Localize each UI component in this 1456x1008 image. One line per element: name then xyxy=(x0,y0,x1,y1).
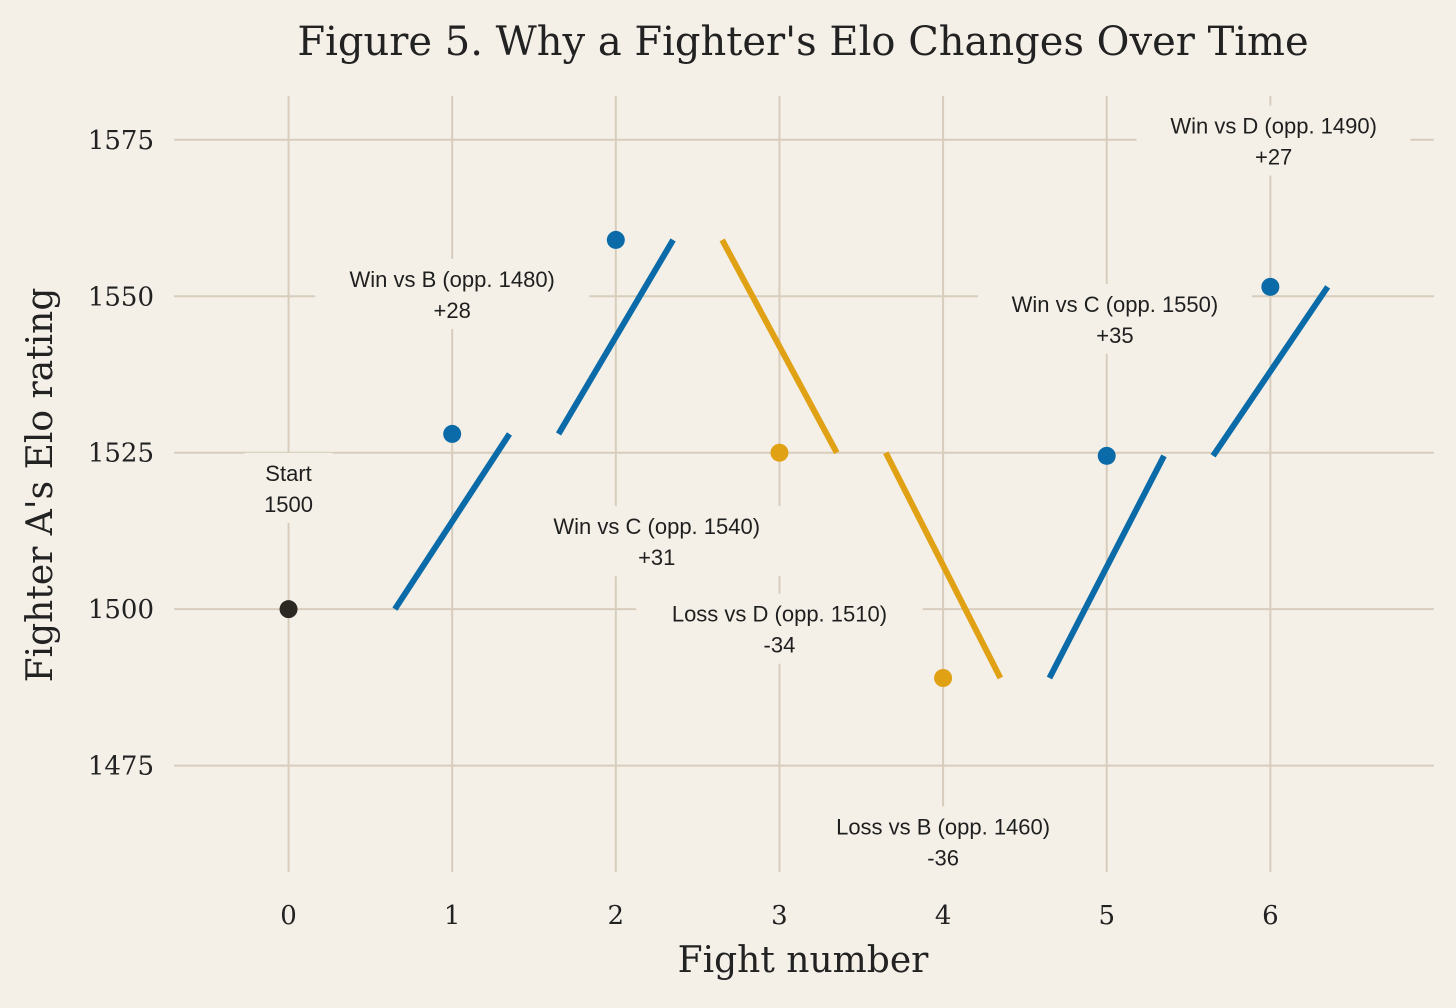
annotation-line: Loss vs B (opp. 1460) xyxy=(836,814,1050,839)
tick-labels: 1475 1500 1525 1550 1575 0 1 2 3 4 5 6 xyxy=(88,126,1279,931)
win-segment xyxy=(555,238,676,436)
x-tick-label: 0 xyxy=(280,901,297,931)
annotation-line: Start xyxy=(265,461,311,486)
y-tick-label: 1550 xyxy=(88,282,154,312)
annotation: Win vs D (opp. 1490) +27 xyxy=(1136,105,1411,176)
x-tick-label: 1 xyxy=(444,901,461,931)
annotations: Start 1500 Win vs B (opp. 1480) +28 Win vs C… xyxy=(244,105,1411,877)
annotation-line: +35 xyxy=(1096,323,1133,348)
annotation-line: Win vs C (opp. 1540) xyxy=(553,514,760,539)
loss-point xyxy=(770,443,789,462)
annotation-text: Win vs B (opp. 1480) +28 xyxy=(349,267,554,323)
annotation-line: +27 xyxy=(1255,145,1292,170)
x-tick-label: 5 xyxy=(1098,901,1115,931)
annotation-background xyxy=(315,258,590,329)
y-tick-label: 1525 xyxy=(88,439,154,469)
x-tick-label: 4 xyxy=(935,901,952,931)
annotation: Win vs C (opp. 1540) +31 xyxy=(519,506,794,577)
x-tick-label: 6 xyxy=(1262,901,1279,931)
rating-points xyxy=(279,230,1280,687)
annotation-line: -34 xyxy=(764,633,796,658)
rating-change-segments xyxy=(392,238,1331,680)
loss-point xyxy=(934,669,953,687)
annotation-text: Loss vs D (opp. 1510) -34 xyxy=(672,602,887,658)
start-point xyxy=(279,600,298,619)
annotation-text: Start 1500 xyxy=(264,461,313,517)
annotation-line: Win vs C (opp. 1550) xyxy=(1012,292,1219,317)
annotation-line: Win vs B (opp. 1480) xyxy=(349,267,554,292)
y-axis-label: Fighter A's Elo rating xyxy=(20,288,61,683)
x-axis-label: Fight number xyxy=(678,940,929,981)
win-segment xyxy=(392,432,512,611)
annotation-background xyxy=(636,593,923,664)
win-point xyxy=(606,230,625,249)
annotation-background xyxy=(799,806,1087,877)
annotation-background xyxy=(519,506,794,577)
win-point xyxy=(1097,446,1116,465)
annotation-text: Loss vs B (opp. 1460) -36 xyxy=(836,814,1050,870)
annotation-line: -36 xyxy=(927,845,959,870)
loss-segment xyxy=(719,238,840,455)
annotation-line: +31 xyxy=(638,545,675,570)
annotation-line: 1500 xyxy=(264,492,313,517)
chart-title: Figure 5. Why a Fighter's Elo Changes Ov… xyxy=(297,19,1308,65)
annotation: Start 1500 xyxy=(244,452,333,523)
win-point xyxy=(443,424,462,443)
annotation: Loss vs D (opp. 1510) -34 xyxy=(636,593,923,664)
y-tick-label: 1475 xyxy=(88,752,154,782)
y-tick-label: 1500 xyxy=(88,595,154,625)
x-tick-label: 3 xyxy=(771,901,788,931)
annotation-text: Win vs C (opp. 1550) +35 xyxy=(1012,292,1219,348)
win-segment xyxy=(1210,285,1331,458)
y-tick-label: 1575 xyxy=(88,126,154,156)
annotation-text: Win vs D (opp. 1490) +27 xyxy=(1170,114,1377,170)
annotation-text: Win vs C (opp. 1540) +31 xyxy=(553,514,760,570)
annotation-background xyxy=(1136,105,1411,176)
annotation-background xyxy=(244,452,333,523)
annotation: Win vs B (opp. 1480) +28 xyxy=(315,258,590,329)
annotation: Win vs C (opp. 1550) +35 xyxy=(977,283,1252,354)
annotation: Loss vs B (opp. 1460) -36 xyxy=(799,806,1087,877)
annotation-line: Loss vs D (opp. 1510) xyxy=(672,602,887,627)
x-tick-label: 2 xyxy=(608,901,625,931)
annotation-line: Win vs D (opp. 1490) xyxy=(1170,114,1377,139)
annotation-line: +28 xyxy=(434,298,471,323)
annotation-background xyxy=(977,283,1252,354)
win-segment xyxy=(1046,454,1167,680)
loss-segment xyxy=(883,451,1004,680)
win-point xyxy=(1261,277,1280,296)
